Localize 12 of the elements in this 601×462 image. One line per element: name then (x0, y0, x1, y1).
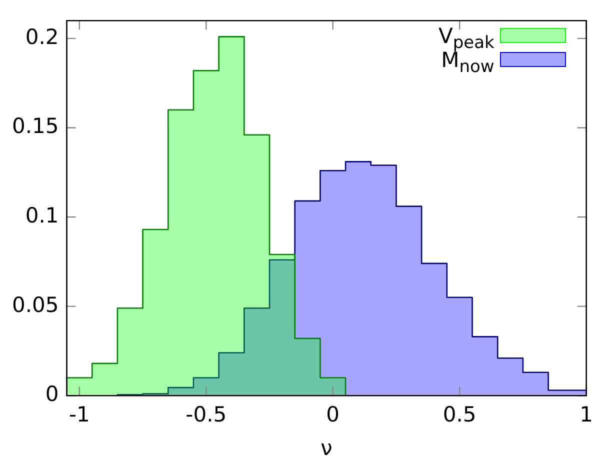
legend-label: V$_{peak}$ (438, 24, 494, 53)
x-tick-label: -0.5 (186, 402, 227, 427)
x-axis-title: ν (320, 436, 332, 460)
y-tick-label: 0.05 (12, 292, 59, 317)
x-tick-label: 0.5 (442, 402, 476, 427)
y-tick-label: 0.2 (25, 24, 59, 49)
x-tick-label: 1 (580, 402, 594, 427)
y-tick-label: 0 (45, 382, 59, 406)
y-tick-label: 0.1 (25, 203, 59, 228)
x-tick-label: -1 (68, 402, 90, 427)
y-tick-label: 0.15 (12, 114, 59, 138)
x-tick-label: 0 (326, 402, 340, 427)
